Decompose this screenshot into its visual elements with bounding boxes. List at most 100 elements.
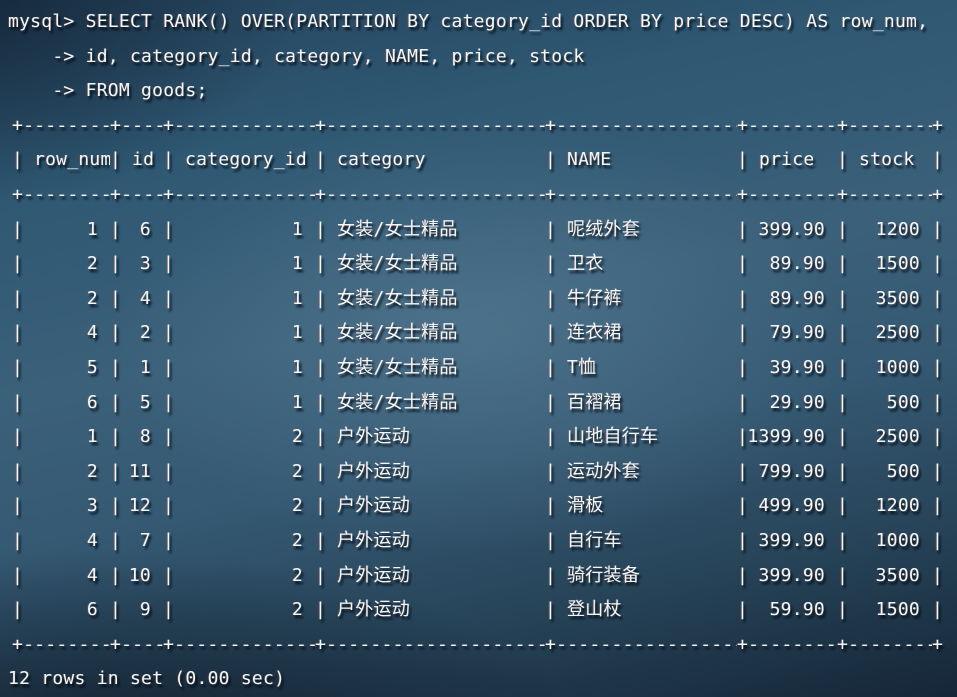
cell-value: 女装/女士精品 (337, 322, 458, 344)
column-separator: | (163, 391, 175, 413)
table-border-segment: +------------------------------ (315, 633, 545, 655)
cell-value: 399.90 (758, 218, 825, 240)
table-cell: | 2 (163, 593, 315, 628)
table-border-row: +------------------------------+--------… (8, 628, 957, 663)
table-cell: | 39.90 (737, 351, 837, 386)
column-separator: | (12, 495, 24, 517)
table-cell: | 户外运动 (315, 489, 545, 524)
cell-value: 户外运动 (337, 495, 410, 517)
table-cell: | 79.90 (737, 316, 837, 351)
cell-value: 29.90 (769, 391, 825, 413)
column-separator: | (737, 356, 749, 378)
column-separator: | (545, 495, 557, 517)
table-row: | 2 | 4 | 1 | 女装/女士精品 | 牛仔裤 | 89.90 | 3500 | (8, 282, 957, 317)
table-cell: | 1 (163, 386, 315, 421)
column-separator: | (163, 426, 175, 448)
cell-value: 1000 (875, 356, 920, 378)
column-separator: | (737, 149, 749, 171)
table-cell: | 29.90 (737, 386, 837, 421)
table-row: | 6 | 9 | 2 | 户外运动 | 登山杖 | 59.90 | 1500 | (8, 593, 957, 628)
column-separator: | (837, 322, 849, 344)
column-separator: | (12, 599, 24, 621)
column-separator: | (12, 460, 24, 482)
column-label: category (337, 149, 426, 171)
row-end-separator: | (932, 391, 944, 413)
column-separator: | (110, 287, 122, 309)
cell-value: 1500 (875, 253, 920, 275)
column-separator: | (315, 287, 327, 309)
column-separator: | (315, 322, 327, 344)
cell-value: 1000 (875, 529, 920, 551)
column-separator: | (110, 495, 122, 517)
table-cell: | 3500 (837, 559, 932, 594)
cell-value: 2 (86, 460, 98, 482)
cell-value: 卫衣 (567, 253, 604, 275)
table-cell: | 1000 (837, 524, 932, 559)
cell-value: 骑行装备 (567, 564, 640, 586)
cell-value: 户外运动 (337, 564, 410, 586)
table-cell: | 运动外套 (545, 455, 737, 490)
table-cell: | 89.90 (737, 247, 837, 282)
table-border-row: +------------------------------+--------… (8, 109, 957, 144)
column-separator: | (737, 599, 749, 621)
table-border-segment: +------------------------------ (110, 633, 163, 655)
column-separator: | (737, 529, 749, 551)
table-header-cell: | id (110, 143, 163, 178)
cell-value: 2 (291, 564, 303, 586)
table-cell: | 59.90 (737, 593, 837, 628)
table-border-segment: +------------------------------ (12, 114, 110, 136)
status-line: 12 rows in set (0.00 sec) (8, 668, 286, 690)
column-separator: | (315, 460, 327, 482)
sql-query-line-1: mysql> SELECT RANK() OVER(PARTITION BY c… (8, 11, 929, 32)
cell-value: 2 (291, 460, 303, 482)
table-cell: | 登山杖 (545, 593, 737, 628)
table-cell: | 1200 (837, 213, 932, 248)
table-border-segment: +------------------------------ (163, 633, 315, 655)
table-cell: | 女装/女士精品 (315, 386, 545, 421)
cell-value: 2500 (875, 426, 920, 448)
cell-value: 499.90 (758, 495, 825, 517)
table-row: | 4 | 2 | 1 | 女装/女士精品 | 连衣裙 | 79.90 | 2500 | (8, 316, 957, 351)
column-separator: | (737, 460, 749, 482)
cell-value: T恤 (567, 356, 597, 378)
table-border-segment: +------------------------------ (110, 114, 163, 136)
table-border-segment: +------------------------------ (12, 183, 110, 205)
table-cell: | 11 (110, 455, 163, 490)
table-cell: | 滑板 (545, 489, 737, 524)
table-row: | 6 | 5 | 1 | 女装/女士精品 | 百褶裙 | 29.90 | 500 | (8, 386, 957, 421)
table-cell: | 呢绒外套 (545, 213, 737, 248)
table-border-segment: +------------------------------ (110, 183, 163, 205)
cell-value: 399.90 (758, 564, 825, 586)
column-separator: | (545, 218, 557, 240)
cell-value: 女装/女士精品 (337, 253, 458, 275)
cell-value: 1 (139, 356, 151, 378)
column-separator: | (837, 287, 849, 309)
table-cell: | 5 (110, 386, 163, 421)
column-separator: | (545, 426, 557, 448)
table-cell: | 2 (163, 524, 315, 559)
column-separator: | (837, 529, 849, 551)
cell-value: 7 (139, 529, 151, 551)
column-separator: | (837, 391, 849, 413)
result-table: +------------------------------+--------… (8, 109, 957, 663)
table-cell: | 2 (163, 559, 315, 594)
column-separator: | (545, 149, 557, 171)
cell-value: 5 (139, 391, 151, 413)
cell-value: 1 (291, 287, 303, 309)
table-cell: | 1 (163, 282, 315, 317)
column-separator: | (315, 253, 327, 275)
column-separator: | (837, 426, 849, 448)
cell-value: 2 (139, 322, 151, 344)
table-row: | 2 | 11 | 2 | 户外运动 | 运动外套 | 799.90 | 500 | (8, 455, 957, 490)
table-cell: | 6 (12, 593, 110, 628)
column-separator: | (545, 564, 557, 586)
table-cell: | 1 (163, 316, 315, 351)
cell-value: 3 (139, 253, 151, 275)
column-separator: | (163, 322, 175, 344)
cell-value: 6 (86, 599, 98, 621)
column-separator: | (12, 356, 24, 378)
cell-value: 2 (291, 529, 303, 551)
column-separator: | (315, 529, 327, 551)
column-separator: | (545, 322, 557, 344)
